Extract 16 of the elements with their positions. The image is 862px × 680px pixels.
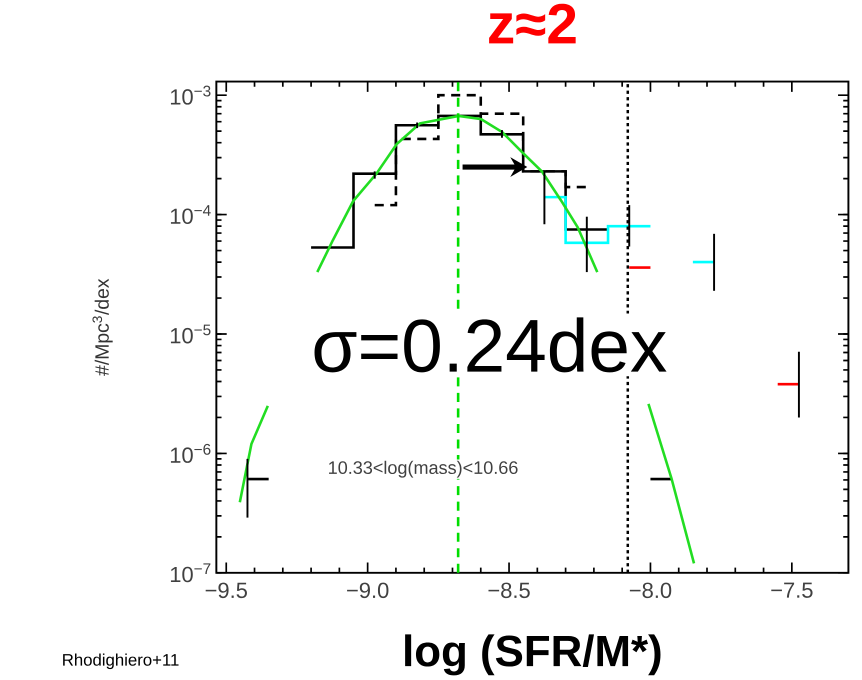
text: Rhodighiero+11 xyxy=(63,654,179,670)
y-tick-label: 10$^{−4}$ xyxy=(170,205,211,224)
x-axis-title: log (SFR/M*) xyxy=(405,634,660,676)
x-tick-label: −8.5 xyxy=(488,582,530,598)
y-tick-label: 10$^{−7}$ xyxy=(170,564,210,582)
y-tick-label: 10$^{−5}$ xyxy=(170,324,210,344)
x-tick-label: −9.5 xyxy=(206,582,247,598)
y-tick-label: 10$^{−6}$ xyxy=(170,444,210,464)
y-axis-title: #/Mpc$^{3}$/dex xyxy=(92,278,113,376)
annotation: σ=0.24dex xyxy=(314,318,667,373)
chart-title: z≈2 xyxy=(489,4,576,44)
x-tick-label: −8.0 xyxy=(630,582,672,598)
y-tick-label: 10$^{−3}$ xyxy=(170,86,210,105)
annotation: 10.33<log(mass)<10.66 xyxy=(329,460,518,478)
x-tick-label: −9.0 xyxy=(347,582,388,598)
x-tick-label: −7.5 xyxy=(771,582,813,598)
